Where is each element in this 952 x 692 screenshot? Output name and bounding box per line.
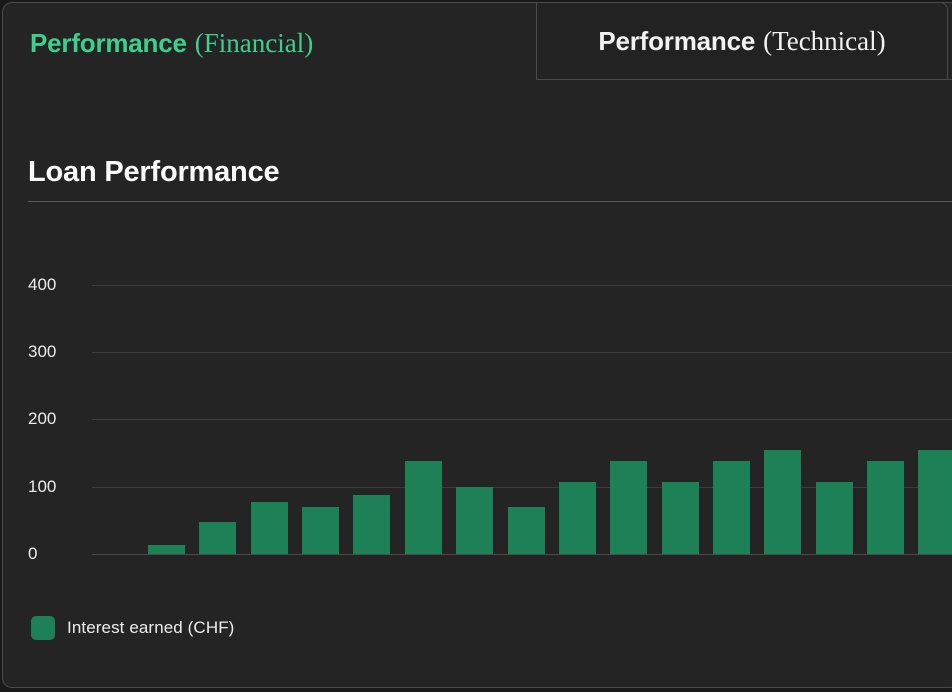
bar-interest-earned-8 bbox=[508, 507, 545, 554]
gridline-y-100 bbox=[92, 487, 952, 488]
title-divider bbox=[28, 201, 952, 202]
bar-interest-earned-14 bbox=[816, 482, 853, 554]
tab-financial-sublabel: (Financial) bbox=[194, 27, 314, 58]
gridline-y-400 bbox=[92, 285, 952, 286]
legend-label-interest-earned: Interest earned (CHF) bbox=[67, 618, 235, 637]
bar-interest-earned-15 bbox=[867, 461, 904, 554]
y-axis-tick-400: 400 bbox=[28, 275, 57, 294]
gridline-y-0 bbox=[92, 554, 952, 555]
bar-interest-earned-11 bbox=[662, 482, 699, 554]
bar-interest-earned-16 bbox=[918, 450, 952, 554]
y-axis-tick-200: 200 bbox=[28, 409, 57, 428]
bar-interest-earned-4 bbox=[302, 507, 339, 554]
tab-technical-label: Performance bbox=[598, 25, 756, 56]
tab-border-extension bbox=[947, 79, 952, 80]
bar-interest-earned-5 bbox=[353, 495, 390, 554]
y-axis-tick-100: 100 bbox=[28, 477, 57, 496]
bar-interest-earned-6 bbox=[405, 461, 442, 554]
bar-interest-earned-9 bbox=[559, 482, 596, 554]
tab-performance-financial[interactable]: Performance (Financial) bbox=[30, 27, 313, 59]
bar-interest-earned-13 bbox=[764, 450, 801, 554]
bar-interest-earned-1 bbox=[148, 545, 185, 554]
legend-swatch-interest-earned bbox=[31, 616, 55, 640]
tab-performance-technical[interactable]: Performance (Technical) bbox=[536, 2, 948, 80]
gridline-y-200 bbox=[92, 419, 952, 420]
page-title: Loan Performance bbox=[28, 156, 280, 188]
bar-interest-earned-7 bbox=[456, 487, 493, 554]
chart-legend: Interest earned (CHF) bbox=[31, 616, 234, 640]
bar-interest-earned-2 bbox=[199, 522, 236, 554]
tab-financial-label: Performance bbox=[30, 27, 187, 58]
tab-technical-sublabel: (Technical) bbox=[763, 25, 886, 56]
gridline-y-300 bbox=[92, 352, 952, 353]
bar-interest-earned-12 bbox=[713, 461, 750, 554]
bar-interest-earned-10 bbox=[610, 461, 647, 554]
bar-interest-earned-3 bbox=[251, 502, 288, 554]
y-axis-tick-0: 0 bbox=[28, 544, 38, 563]
y-axis-tick-300: 300 bbox=[28, 342, 57, 361]
